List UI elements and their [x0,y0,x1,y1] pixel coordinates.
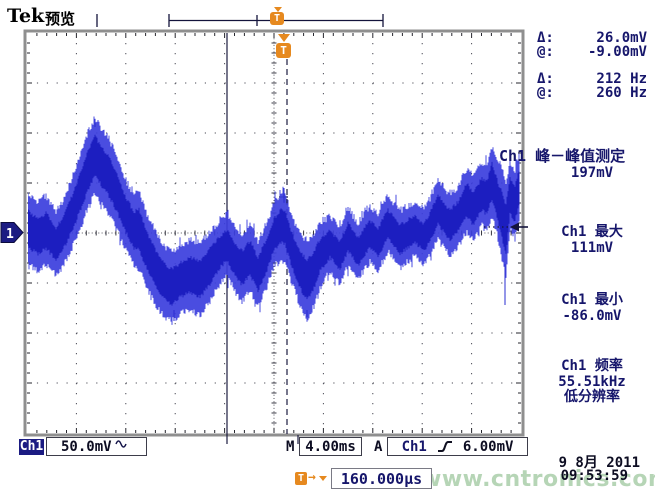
time-readout: 09:53:59 [560,468,628,484]
measure-indicator-arrow [484,222,528,232]
timebase-value: 4.00ms [305,438,356,455]
waveform-spikes [94,119,506,321]
measurement-pkpk-value: 197mV [570,165,614,181]
channel1-marker-number: 1 [6,227,14,242]
cursor-delta-freq: Δ: 212 Hz [537,71,647,87]
ac-coupling-icon [114,440,127,448]
channel1-ground-marker[interactable]: 1 [0,222,24,243]
measurement-pkpk-label: Ch1 峰－峰值测定 [499,147,626,165]
measurement-min-value: -86.0mV [562,308,622,324]
cursor-at-freq: @: 260 Hz [537,85,647,101]
trigger-position-t-icon: T [276,43,291,58]
cursor-delta-volts: Δ: 26.0mV [537,30,647,46]
channel1-scale-value: 50.0mV [61,438,112,455]
measurement-max-value: 111mV [570,240,614,256]
measurement-freq-label: Ch1 频率 [561,358,623,374]
trigger-readout-box: Ch1 6.00mV [387,437,528,456]
delay-value-box: 160.000µs [331,468,432,489]
measurement-max-label: Ch1 最大 [561,224,623,240]
delay-arrow-icon: → [308,470,316,485]
trigger-level: 6.00mV [462,438,514,455]
cursor-readout-block-volts: Δ: 26.0mV @: -9.00mV [537,31,647,59]
timebase-label: M [286,439,295,455]
measurement-min-label: Ch1 最小 [561,292,623,308]
rising-edge-icon [437,440,452,452]
measurement-freq-qualifier: 低分辨率 [564,389,620,405]
tek-logo: Tek [7,5,45,27]
window-trigger-arrow-icon [273,7,282,12]
delay-triangle-icon [319,476,327,481]
trigger-mode-label: A [374,439,383,455]
delay-t-icon: T [295,472,307,485]
zoom-window-bracket [96,14,384,27]
measurement-freq-value: 55.51kHz [558,374,626,390]
channel1-badge[interactable]: Ch1 [19,439,44,455]
waveform-core-band [28,134,520,306]
acquisition-mode-label: 预览 [45,10,76,28]
cursor-readout-block-freq: Δ: 212 Hz @: 260 Hz [537,72,647,100]
delay-value: 160.000µs [340,469,423,488]
date-readout: 9 8月 2011 [558,455,640,471]
trigger-position-arrow-icon [277,34,290,42]
timebase-box: 4.00ms [299,437,362,456]
trigger-source: Ch1 [401,438,427,455]
window-trigger-marker[interactable]: T [270,7,285,25]
cursor-at-volts: @: -9.00mV [537,44,647,60]
window-trigger-t-icon: T [270,12,284,25]
waveform-trace [28,116,520,325]
trigger-position-marker[interactable]: T [276,34,291,58]
channel1-scale-box: 50.0mV [46,437,147,456]
watermark-text: www.cntronics.com [421,467,655,492]
